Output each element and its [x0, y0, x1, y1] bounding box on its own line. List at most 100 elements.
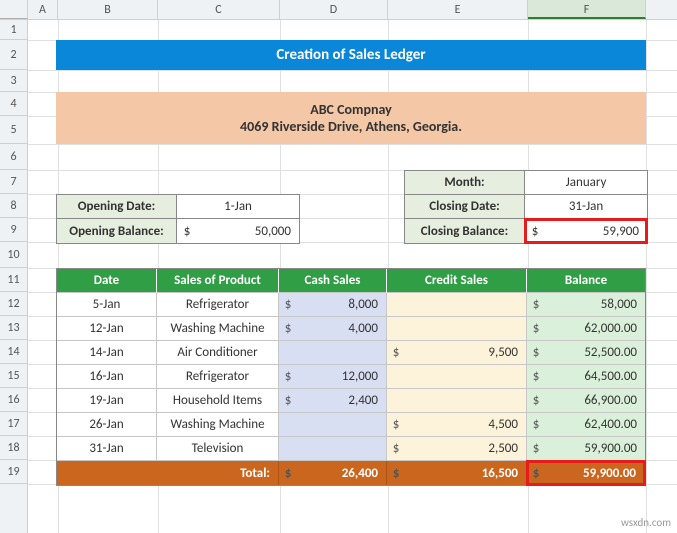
- row-header-12[interactable]: 12: [0, 292, 27, 316]
- ledger-total-row: Total: $26,400 $16,500 $59,900.00: [57, 461, 645, 485]
- row-header-14[interactable]: 14: [0, 340, 27, 364]
- opening-date-value[interactable]: 1-Jan: [177, 195, 299, 219]
- total-balance[interactable]: $59,900.00: [527, 461, 645, 485]
- row-header-17[interactable]: 17: [0, 412, 27, 436]
- cell-cash[interactable]: $4,000: [279, 317, 387, 341]
- row-header-16[interactable]: 16: [0, 388, 27, 412]
- row-header-2[interactable]: 2: [0, 40, 27, 70]
- cell-balance[interactable]: $59,900.00: [527, 437, 645, 461]
- spreadsheet: ABCDEF 12345678910111213141516171819 Cre…: [0, 0, 677, 533]
- cell-date[interactable]: 12-Jan: [57, 317, 157, 341]
- column-header-A[interactable]: A: [28, 0, 58, 19]
- cell-credit[interactable]: [387, 365, 527, 389]
- ledger-table: Date Sales of Product Cash Sales Credit …: [56, 268, 646, 486]
- closing-balance-label: Closing Balance:: [405, 219, 525, 243]
- month-value[interactable]: January: [525, 171, 647, 195]
- row-header-18[interactable]: 18: [0, 436, 27, 460]
- cell-credit[interactable]: $2,500: [387, 437, 527, 461]
- row-header-13[interactable]: 13: [0, 316, 27, 340]
- cell-product[interactable]: Refrigerator: [157, 293, 279, 317]
- row-header-19[interactable]: 19: [0, 460, 27, 484]
- ledger-row: 31-JanTelevision $2,500$59,900.00: [57, 437, 645, 461]
- cell-credit[interactable]: [387, 317, 527, 341]
- header-product[interactable]: Sales of Product: [157, 269, 279, 293]
- cell-credit[interactable]: [387, 293, 527, 317]
- row-header-7[interactable]: 7: [0, 170, 27, 194]
- cell-credit[interactable]: $4,500: [387, 413, 527, 437]
- closing-balance-num: 59,900: [545, 224, 647, 239]
- header-date[interactable]: Date: [57, 269, 157, 293]
- closing-date-value[interactable]: 31-Jan: [525, 195, 647, 219]
- cell-product[interactable]: Household Items: [157, 389, 279, 413]
- opening-balance-label: Opening Balance:: [57, 219, 177, 243]
- header-balance[interactable]: Balance: [527, 269, 645, 293]
- opening-date-label: Opening Date:: [57, 195, 177, 219]
- cell-product[interactable]: Refrigerator: [157, 365, 279, 389]
- cell-cash[interactable]: $12,000: [279, 365, 387, 389]
- currency-symbol: $: [177, 224, 197, 239]
- cell-cash[interactable]: $2,400: [279, 389, 387, 413]
- cell-product[interactable]: Washing Machine: [157, 413, 279, 437]
- column-header-D[interactable]: D: [280, 0, 388, 19]
- row-header-15[interactable]: 15: [0, 364, 27, 388]
- row-header-10[interactable]: 10: [0, 242, 27, 268]
- ledger-row: 14-JanAir Conditioner $9,500$52,500.00: [57, 341, 645, 365]
- cell-balance[interactable]: $62,400.00: [527, 413, 645, 437]
- row-header-4[interactable]: 4: [0, 92, 27, 116]
- cell-date[interactable]: 14-Jan: [57, 341, 157, 365]
- cell-date[interactable]: 31-Jan: [57, 437, 157, 461]
- cell-credit[interactable]: [387, 389, 527, 413]
- opening-balance-num: 50,000: [197, 224, 299, 239]
- ledger-row: 26-JanWashing Machine $4,500$62,400.00: [57, 413, 645, 437]
- row-header-9[interactable]: 9: [0, 218, 27, 242]
- row-header-8[interactable]: 8: [0, 194, 27, 218]
- row-header-6[interactable]: 6: [0, 144, 27, 170]
- cell-product[interactable]: Washing Machine: [157, 317, 279, 341]
- ledger-row: 16-JanRefrigerator$12,000 $64,500.00: [57, 365, 645, 389]
- cell-balance[interactable]: $52,500.00: [527, 341, 645, 365]
- column-header-F[interactable]: F: [528, 0, 646, 19]
- column-header-B[interactable]: B: [58, 0, 158, 19]
- cell-balance[interactable]: $58,000: [527, 293, 645, 317]
- title-text: Creation of Sales Ledger: [276, 46, 425, 64]
- header-credit[interactable]: Credit Sales: [387, 269, 527, 293]
- cell-date[interactable]: 5-Jan: [57, 293, 157, 317]
- row-header-11[interactable]: 11: [0, 268, 27, 292]
- cell-balance[interactable]: $64,500.00: [527, 365, 645, 389]
- cell-balance[interactable]: $62,000.00: [527, 317, 645, 341]
- cell-credit[interactable]: $9,500: [387, 341, 527, 365]
- opening-info: Opening Date: 1-Jan Opening Balance: $ 5…: [56, 194, 300, 244]
- cell-date[interactable]: 26-Jan: [57, 413, 157, 437]
- ledger-row: 12-JanWashing Machine$4,000 $62,000.00: [57, 317, 645, 341]
- cell-date[interactable]: 16-Jan: [57, 365, 157, 389]
- company-address: 4069 Riverside Drive, Athens, Georgia.: [240, 118, 462, 135]
- cell-date[interactable]: 19-Jan: [57, 389, 157, 413]
- total-label: Total:: [57, 461, 279, 485]
- cell-product[interactable]: Air Conditioner: [157, 341, 279, 365]
- row-headers: 12345678910111213141516171819: [0, 20, 28, 533]
- row-header-1[interactable]: 1: [0, 20, 27, 40]
- cell-cash[interactable]: $8,000: [279, 293, 387, 317]
- total-cash[interactable]: $26,400: [279, 461, 387, 485]
- row-header-5[interactable]: 5: [0, 116, 27, 144]
- cell-cash[interactable]: [279, 413, 387, 437]
- cell-balance[interactable]: $66,900.00: [527, 389, 645, 413]
- column-header-E[interactable]: E: [388, 0, 528, 19]
- row-header-3[interactable]: 3: [0, 70, 27, 92]
- company-block: ABC Compnay 4069 Riverside Drive, Athens…: [56, 92, 646, 144]
- title-banner: Creation of Sales Ledger: [56, 40, 646, 70]
- closing-info: Month: January Closing Date: 31-Jan Clos…: [404, 170, 648, 244]
- grid-cells[interactable]: Creation of Sales Ledger ABC Compnay 406…: [28, 20, 677, 533]
- select-all-corner[interactable]: [0, 0, 28, 19]
- total-credit[interactable]: $16,500: [387, 461, 527, 485]
- closing-balance-value[interactable]: $ 59,900: [525, 219, 647, 243]
- header-cash[interactable]: Cash Sales: [279, 269, 387, 293]
- column-headers: ABCDEF: [0, 0, 677, 20]
- column-header-C[interactable]: C: [158, 0, 280, 19]
- cell-cash[interactable]: [279, 437, 387, 461]
- cell-cash[interactable]: [279, 341, 387, 365]
- opening-balance-value[interactable]: $ 50,000: [177, 219, 299, 243]
- watermark: wsxdn.com: [621, 516, 671, 529]
- cell-product[interactable]: Television: [157, 437, 279, 461]
- company-name: ABC Compnay: [310, 101, 392, 118]
